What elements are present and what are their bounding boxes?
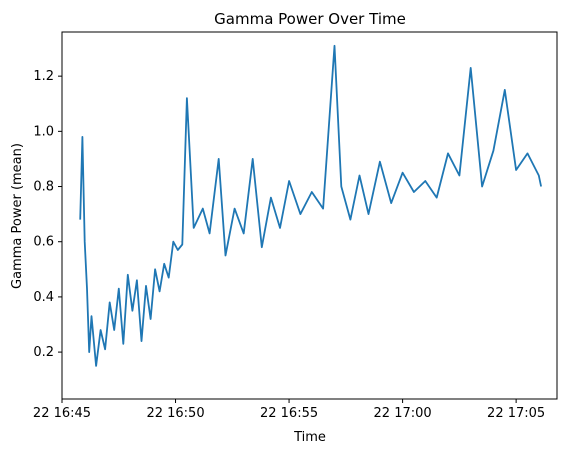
y-tick-label: 0.2 [33,345,54,360]
x-tick-label: 22 16:45 [33,406,91,421]
x-axis-label: Time [293,430,326,445]
gamma-power-line [79,44,542,367]
y-axis: 0.2 0.4 0.6 0.8 1.0 1.2 [33,69,62,360]
x-axis: 22 16:45 22 16:50 22 16:55 22 17:00 22 17:05 [33,399,545,421]
y-tick-label: 0.4 [33,290,54,305]
y-tick-label: 0.6 [33,235,54,250]
chart-title: Gamma Power Over Time [214,10,406,28]
plot-frame [61,31,558,400]
x-tick-label: 22 17:00 [374,406,432,421]
y-tick-label: 0.8 [33,180,54,195]
x-tick-label: 22 16:55 [260,406,318,421]
y-tick-label: 1.2 [33,69,54,84]
plot-area [79,44,542,367]
x-tick-label: 22 16:50 [146,406,204,421]
x-tick-label: 22 17:05 [487,406,545,421]
y-axis-label: Gamma Power (mean) [10,143,25,289]
y-tick-label: 1.0 [33,124,54,139]
